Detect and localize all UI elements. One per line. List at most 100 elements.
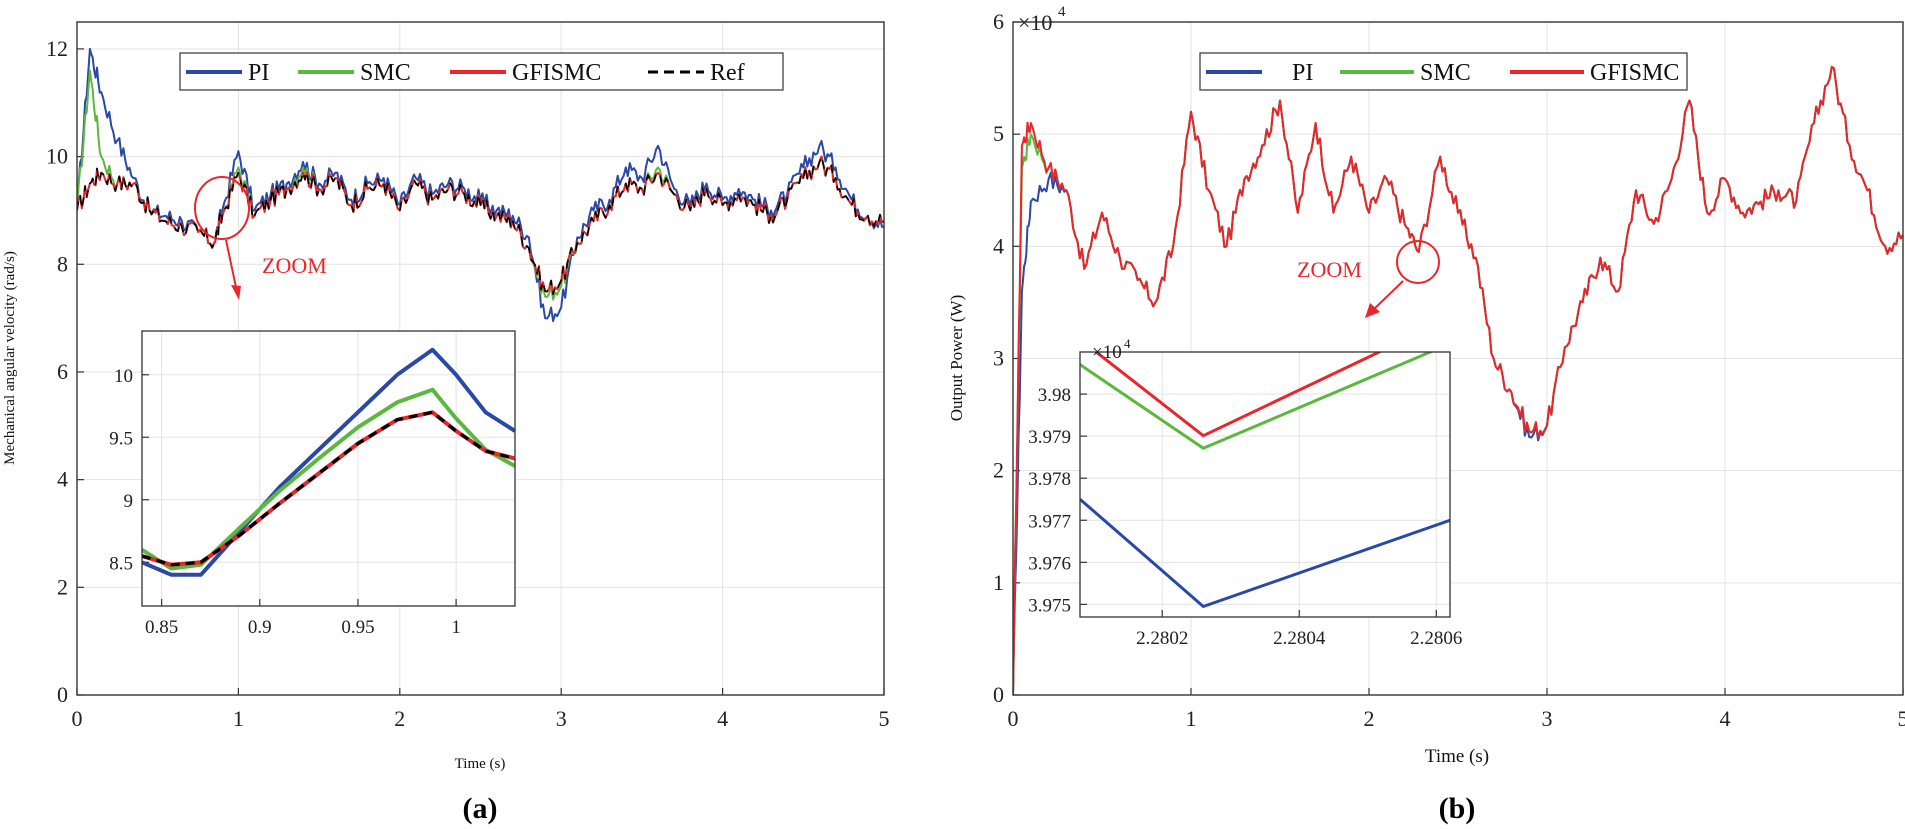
b-inset-y-multiplier-exponent: 4 bbox=[1124, 336, 1131, 351]
a-inset-x-tick-labels: 0.85 0.9 0.95 1 bbox=[145, 617, 461, 638]
a-inset-series-group bbox=[142, 347, 515, 577]
a-y-tick-label: 2 bbox=[57, 574, 68, 599]
a-legend-label-gfismc: GFISMC bbox=[512, 60, 601, 86]
b-inset: 2.2802 2.2804 2.2806 3.9753.9763.9773.9783… bbox=[1028, 336, 1462, 649]
panel-b: 0 1 2 3 4 5 0 1 2 3 4 5 6 ×10 4 Time (s) Output Pow… bbox=[947, 4, 1905, 825]
a-inset-y-tick-label: 8.5 bbox=[109, 553, 133, 574]
b-inset-y-tick-label: 3.976 bbox=[1028, 553, 1071, 574]
b-y-tick-label: 1 bbox=[993, 570, 1004, 595]
b-legend: PI SMC GFISMC bbox=[1199, 52, 1688, 91]
a-series-group bbox=[77, 47, 884, 323]
a-inset-y-tick-label: 9 bbox=[124, 491, 134, 512]
a-y-tick-label: 4 bbox=[57, 467, 68, 492]
a-x-tick-label: 4 bbox=[717, 706, 728, 731]
b-y-tick-labels: 0 1 2 3 4 5 6 bbox=[993, 9, 1004, 707]
b-inset-y-tick-label: 3.98 bbox=[1038, 385, 1071, 406]
b-inset-series-pi bbox=[1080, 498, 1450, 608]
b-y-axis-label: Output Power (W) bbox=[947, 295, 966, 422]
a-inset-frame bbox=[141, 330, 516, 607]
b-legend-label-smc: SMC bbox=[1420, 60, 1471, 86]
a-caption: (a) bbox=[463, 792, 498, 825]
b-inset-y-tick-label: 3.977 bbox=[1028, 511, 1071, 532]
a-inset-grid bbox=[142, 331, 515, 606]
a-inset: 0.85 0.9 0.95 1 8.5 9 9.5 10 bbox=[109, 330, 516, 638]
a-x-tick-label: 5 bbox=[879, 706, 890, 731]
a-inset-series-pi bbox=[142, 347, 515, 577]
b-series-group bbox=[1013, 65, 1903, 695]
a-legend: PI SMC GFISMC Ref bbox=[179, 52, 784, 91]
a-y-axis-label: Mechanical angular velocity (rad/s) bbox=[2, 251, 18, 465]
a-series-smc bbox=[77, 69, 884, 301]
a-inset-x-tick-label: 0.95 bbox=[341, 617, 374, 638]
a-zoom-label: ZOOM bbox=[262, 253, 327, 278]
a-x-tick-label: 0 bbox=[72, 706, 83, 731]
b-inset-series-smc bbox=[1080, 352, 1435, 450]
b-inset-frame bbox=[1079, 351, 1451, 618]
b-inset-y-tick-label: 3.978 bbox=[1028, 469, 1071, 490]
b-y-multiplier-exponent: 4 bbox=[1058, 4, 1066, 20]
a-zoom-arrow bbox=[225, 239, 238, 293]
b-inset-y-tick-label: 3.975 bbox=[1028, 595, 1071, 616]
b-zoom-arrowhead bbox=[1365, 303, 1380, 318]
b-y-multiplier: ×10 bbox=[1018, 10, 1052, 35]
b-inset-grid bbox=[1080, 352, 1450, 617]
a-inset-y-tick-label: 10 bbox=[114, 366, 133, 387]
b-plot-frame bbox=[1012, 21, 1904, 696]
b-y-tick-label: 6 bbox=[993, 9, 1004, 34]
a-inset-x-tick-label: 0.85 bbox=[145, 617, 178, 638]
b-legend-box bbox=[1199, 52, 1688, 91]
b-series-gfismc bbox=[1013, 65, 1903, 695]
b-zoom-circle bbox=[1396, 240, 1440, 284]
b-caption: (b) bbox=[1439, 792, 1476, 825]
b-zoom-arrow bbox=[1371, 280, 1404, 312]
a-x-tick-label: 1 bbox=[233, 706, 244, 731]
b-x-tick-label: 0 bbox=[1008, 706, 1019, 731]
a-legend-label-pi: PI bbox=[248, 60, 269, 86]
b-inset-x-tick-label: 2.2804 bbox=[1273, 628, 1326, 649]
b-legend-label-pi: PI bbox=[1292, 60, 1313, 86]
a-x-tick-label: 3 bbox=[556, 706, 567, 731]
b-y-tick-label: 4 bbox=[993, 233, 1004, 258]
a-x-axis-label: Time (s) bbox=[455, 756, 506, 772]
b-inset-x-tick-label: 2.2802 bbox=[1136, 628, 1188, 649]
b-inset-x-tick-label: 2.2806 bbox=[1410, 628, 1462, 649]
a-series-gfismc bbox=[77, 155, 884, 296]
b-inset-x-tick-labels: 2.2802 2.2804 2.2806 bbox=[1136, 628, 1462, 649]
a-legend-label-ref: Ref bbox=[710, 60, 745, 86]
b-x-tick-label: 2 bbox=[1364, 706, 1375, 731]
b-y-tick-label: 5 bbox=[993, 121, 1004, 146]
a-inset-series-ref bbox=[142, 410, 515, 567]
b-inset-series-group bbox=[1080, 352, 1450, 608]
a-y-tick-label: 8 bbox=[57, 251, 68, 276]
b-y-tick-label: 2 bbox=[993, 458, 1004, 483]
b-zoom-label: ZOOM bbox=[1297, 257, 1362, 282]
b-y-tick-label: 0 bbox=[993, 682, 1004, 707]
b-inset-y-multiplier: ×10 bbox=[1092, 342, 1122, 363]
a-zoom-arrowhead bbox=[231, 285, 241, 300]
a-inset-y-tick-labels: 8.5 9 9.5 10 bbox=[109, 366, 133, 575]
b-inset-y-tick-label: 3.979 bbox=[1028, 427, 1071, 448]
a-inset-y-tick-label: 9.5 bbox=[109, 428, 133, 449]
b-x-tick-label: 5 bbox=[1898, 706, 1905, 731]
a-series-ref bbox=[77, 155, 884, 296]
b-y-tick-label: 3 bbox=[993, 346, 1004, 371]
b-x-tick-labels: 0 1 2 3 4 5 bbox=[1008, 706, 1905, 731]
b-x-tick-label: 3 bbox=[1542, 706, 1553, 731]
b-x-tick-label: 1 bbox=[1186, 706, 1197, 731]
b-inset-background bbox=[1080, 352, 1450, 617]
a-plot-frame bbox=[76, 21, 885, 696]
a-inset-x-tick-label: 0.9 bbox=[248, 617, 272, 638]
b-x-tick-label: 4 bbox=[1720, 706, 1731, 731]
a-x-tick-label: 2 bbox=[394, 706, 405, 731]
a-y-tick-labels: 0 2 4 6 8 10 12 bbox=[46, 36, 68, 707]
b-legend-label-gfismc: GFISMC bbox=[1590, 60, 1679, 86]
a-zoom-circle bbox=[194, 176, 250, 240]
a-inset-series-smc bbox=[142, 387, 515, 571]
a-y-tick-label: 12 bbox=[46, 36, 68, 61]
a-y-tick-label: 0 bbox=[57, 682, 68, 707]
a-y-tick-label: 6 bbox=[57, 359, 68, 384]
b-inset-y-tick-labels: 3.975 3.976 3.977 3.978 3.979 3.98 bbox=[1028, 385, 1071, 616]
a-legend-label-smc: SMC bbox=[360, 60, 411, 86]
